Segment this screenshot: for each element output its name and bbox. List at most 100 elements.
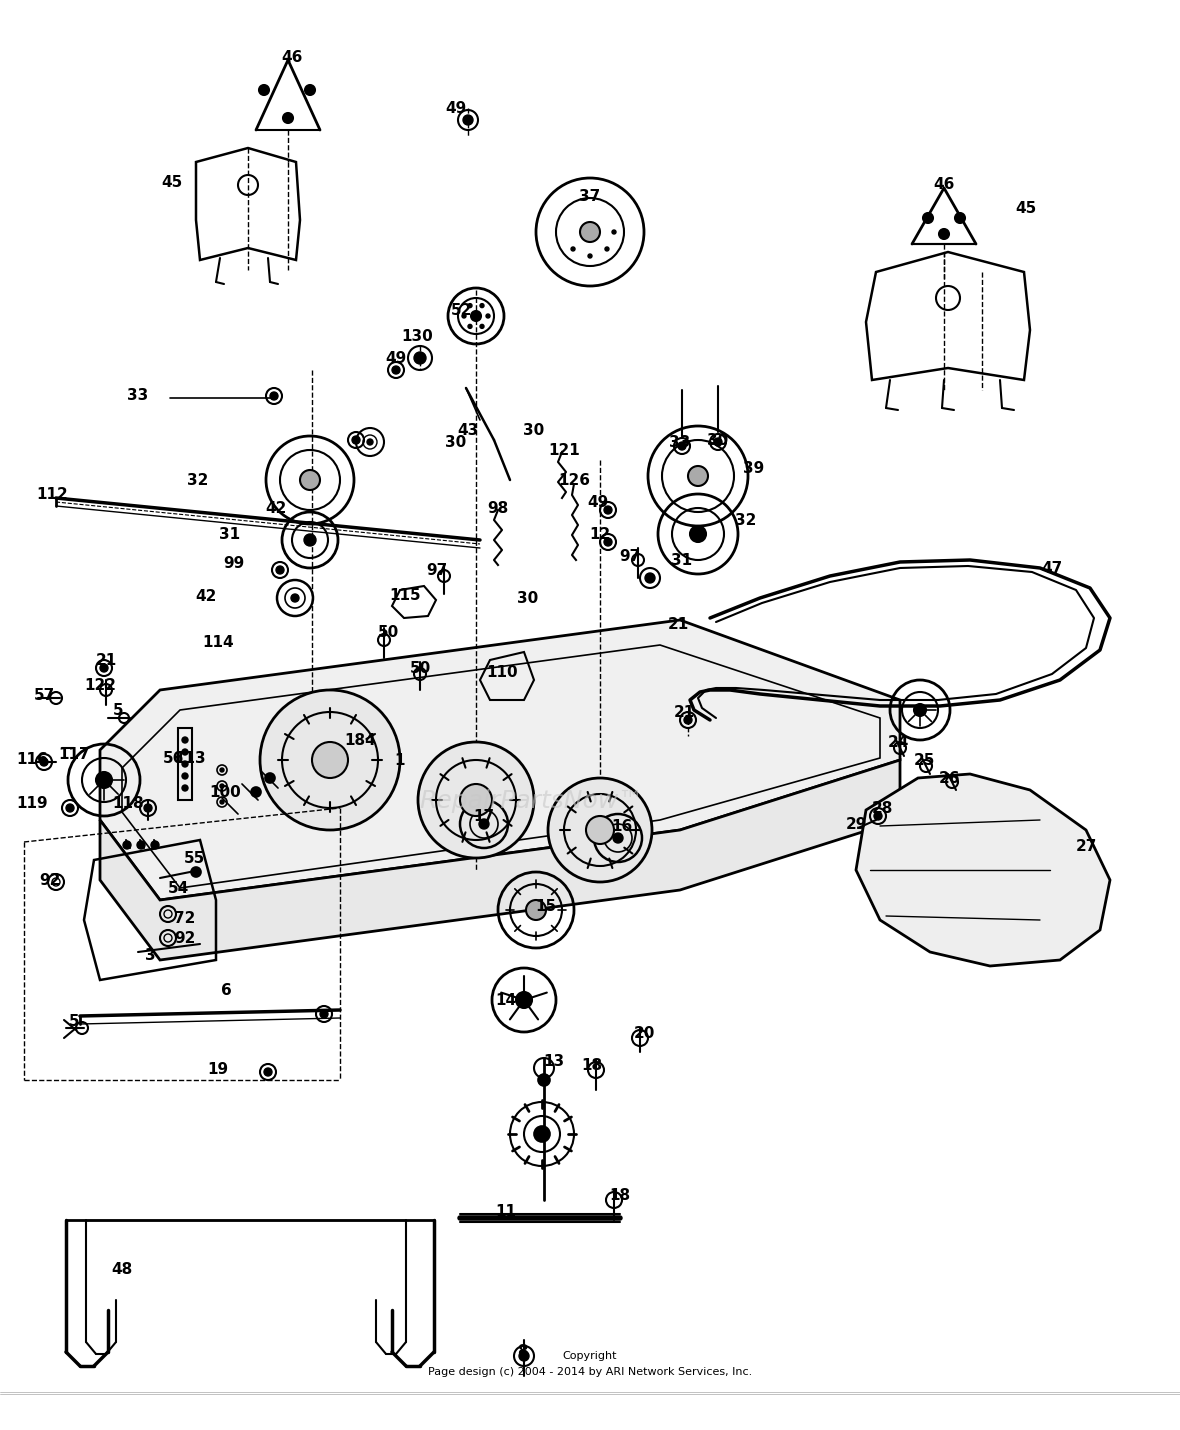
Circle shape: [688, 466, 708, 486]
Text: 15: 15: [536, 898, 557, 914]
Circle shape: [581, 222, 599, 242]
Text: 98: 98: [487, 500, 509, 515]
Text: 72: 72: [175, 911, 196, 925]
Text: 21: 21: [674, 705, 695, 719]
Text: 92: 92: [39, 872, 60, 888]
Text: 30: 30: [524, 422, 545, 438]
Circle shape: [586, 817, 614, 844]
Circle shape: [137, 841, 145, 849]
Circle shape: [605, 247, 609, 252]
Circle shape: [939, 229, 949, 239]
Text: 33: 33: [127, 388, 149, 402]
Circle shape: [219, 799, 224, 804]
Text: 114: 114: [202, 635, 234, 649]
Circle shape: [291, 593, 299, 602]
Text: 28: 28: [871, 801, 893, 815]
Text: 55: 55: [183, 851, 204, 865]
Circle shape: [480, 325, 484, 329]
Text: 27: 27: [1075, 838, 1096, 854]
Text: 126: 126: [558, 472, 590, 488]
Circle shape: [304, 533, 316, 546]
Circle shape: [486, 315, 490, 317]
Circle shape: [260, 691, 400, 829]
Circle shape: [690, 526, 706, 542]
Circle shape: [191, 867, 201, 877]
Circle shape: [645, 573, 655, 583]
Text: 29: 29: [845, 817, 866, 831]
Text: 21: 21: [668, 616, 689, 632]
Text: 43: 43: [458, 422, 479, 438]
Circle shape: [251, 787, 261, 797]
Circle shape: [479, 819, 489, 829]
Text: 49: 49: [588, 495, 609, 509]
Circle shape: [955, 213, 965, 223]
Circle shape: [678, 442, 686, 450]
Circle shape: [571, 247, 575, 252]
Text: 57: 57: [33, 688, 54, 702]
Text: 48: 48: [111, 1263, 132, 1277]
Text: 13: 13: [544, 1054, 564, 1070]
Text: 52: 52: [451, 303, 473, 317]
Circle shape: [519, 1351, 529, 1361]
Polygon shape: [856, 774, 1110, 967]
Text: 45: 45: [1015, 200, 1036, 216]
Text: 49: 49: [386, 350, 407, 366]
Text: 46: 46: [933, 176, 955, 192]
Circle shape: [312, 742, 348, 778]
Text: 121: 121: [549, 442, 579, 458]
Circle shape: [460, 784, 492, 817]
Text: 14: 14: [496, 992, 517, 1008]
Circle shape: [535, 1125, 550, 1143]
Text: 39: 39: [743, 460, 765, 476]
Circle shape: [612, 230, 616, 235]
Text: 97: 97: [426, 562, 447, 578]
Circle shape: [612, 834, 623, 844]
Circle shape: [151, 841, 159, 849]
Circle shape: [588, 255, 592, 257]
Text: 50: 50: [409, 661, 431, 675]
Circle shape: [219, 784, 224, 788]
Text: 12: 12: [589, 526, 610, 542]
Text: 122: 122: [84, 678, 116, 692]
Text: 118: 118: [112, 795, 144, 811]
Text: 110: 110: [486, 665, 518, 679]
Circle shape: [40, 758, 48, 766]
Circle shape: [874, 812, 881, 819]
Circle shape: [392, 366, 400, 375]
Polygon shape: [100, 759, 900, 960]
Circle shape: [276, 566, 284, 573]
Circle shape: [714, 438, 722, 446]
Circle shape: [219, 768, 224, 772]
Text: 115: 115: [389, 588, 421, 602]
Text: 49: 49: [445, 100, 466, 116]
Circle shape: [182, 785, 188, 791]
Text: 130: 130: [401, 329, 433, 343]
Text: Copyright: Copyright: [563, 1351, 617, 1361]
Circle shape: [66, 804, 74, 812]
Text: 100: 100: [209, 785, 241, 799]
Text: 6: 6: [221, 982, 231, 998]
Text: 20: 20: [634, 1027, 655, 1041]
Circle shape: [258, 84, 269, 94]
Text: 18: 18: [609, 1188, 630, 1204]
Circle shape: [283, 113, 293, 123]
Text: 56: 56: [163, 751, 184, 765]
Text: 119: 119: [17, 795, 48, 811]
Circle shape: [96, 772, 112, 788]
Circle shape: [123, 841, 131, 849]
Text: 5: 5: [68, 1014, 79, 1030]
Circle shape: [463, 315, 466, 317]
Circle shape: [100, 664, 109, 672]
Text: 42: 42: [266, 500, 287, 515]
Text: 47: 47: [1042, 561, 1063, 575]
Circle shape: [604, 506, 612, 513]
Text: 50: 50: [378, 625, 399, 639]
Text: 26: 26: [939, 771, 961, 785]
Text: 46: 46: [281, 50, 303, 64]
Circle shape: [526, 899, 546, 919]
Circle shape: [418, 742, 535, 858]
Text: 17: 17: [473, 808, 494, 824]
Circle shape: [538, 1074, 550, 1085]
Text: 32: 32: [188, 472, 209, 488]
Text: 5: 5: [112, 702, 124, 718]
